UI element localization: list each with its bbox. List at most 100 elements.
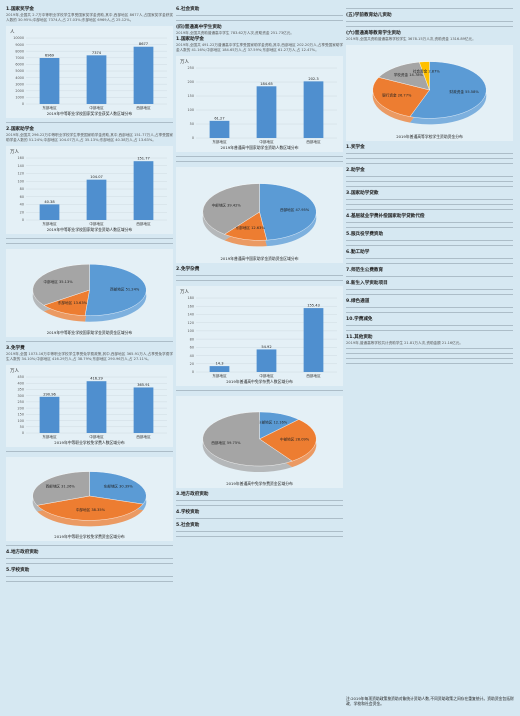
slice-label: 东部地区 30.39%: [104, 483, 134, 488]
chart-title: 2019年中等职业学校国家助学金资助资金区域分布: [47, 330, 133, 335]
section-heading: 4.基层就业学费补偿国家助学贷款代偿: [346, 214, 425, 219]
chart-vocational-scholarship: 人 0 1000 2000 3000 4000 5000 6000 7000 8000 9000 10…: [6, 26, 173, 118]
bar: [86, 55, 107, 104]
slice-label: 中部地区 35.13%: [43, 279, 73, 284]
chart-higher-ed-funding-pie: 财政资金 55.58% 银行资金 26.77% 学校资金 14.78% 社会资金 2.…: [346, 45, 513, 141]
y-tick-label: 200: [188, 80, 194, 84]
y-tick-label: 40: [20, 203, 24, 207]
chart-svg: 人 0 1000 2000 3000 4000 5000 6000 7000 8000 9000 10…: [10, 29, 167, 116]
bar: [256, 349, 277, 372]
x-tick-label: 东部地区: [212, 139, 227, 144]
pie-slice: [32, 471, 90, 506]
x-tick-label: 东部地区: [42, 221, 57, 226]
y-tick-label: 100: [188, 329, 194, 333]
chart-title: 2019年中等职业学校免学费人数区域分布: [54, 440, 125, 445]
section-heading: 4.地方政府资助: [6, 550, 39, 555]
pie-slice: [202, 183, 260, 235]
chart-highschool-grant-pie: 西部地区 47.95% 东部地区 12.63% 中部地区 39.42% 2019年普通…: [176, 167, 343, 263]
y-tick-label: 150: [18, 413, 24, 417]
column-3: (五)学前教育幼儿资助 (六)普通高等教育学生资助 2019年,全国共资助普通高…: [346, 6, 513, 367]
x-tick-label: 中部地区: [89, 434, 104, 439]
bar: [256, 86, 277, 138]
x-tick-label: 中部地区: [89, 105, 104, 110]
bar: [86, 179, 107, 220]
pie-slice: [202, 411, 293, 467]
section-heading: 4.学校资助: [176, 510, 200, 515]
section-heading: 8.新生入学资助项目: [346, 281, 388, 286]
y-tick-label: 180: [188, 296, 194, 300]
slice-label: 中部地区 38.35%: [76, 507, 106, 512]
y-tick-label: 160: [188, 304, 194, 308]
bar: [303, 308, 324, 372]
paragraph: 2019年,全国共资助普通高等学校学生 3678.15万人次,资助资金 1316…: [346, 37, 476, 41]
y-tick-label: 50: [190, 122, 194, 126]
bar: [133, 387, 154, 433]
y-tick-label: 10000: [13, 36, 24, 40]
pie-slice: [259, 183, 317, 241]
y-tick-label: 300: [18, 394, 24, 398]
y-tick-label: 5000: [15, 69, 24, 73]
bar-value-label: 7374: [92, 51, 102, 55]
slice-label: 社会资金 2.87%: [413, 68, 441, 73]
x-tick-label: 西部地区: [136, 221, 151, 226]
slice-label: 学校资金 14.78%: [394, 72, 424, 77]
slice-label: 西部地区 47.95%: [280, 207, 310, 212]
chart-svg: 万人 0 50 100 150 200 250 300 350 400 450 290.96 东部地区 4…: [10, 368, 167, 445]
chart-title: 2019年普通高中国家助学金资助人数区域分布: [220, 145, 298, 150]
y-tick-label: 7000: [15, 56, 24, 60]
y-tick-label: 250: [18, 400, 24, 404]
section-heading: 1.国家奖学金: [6, 7, 34, 12]
y-tick-label: 100: [188, 108, 194, 112]
y-tick-label: 0: [22, 102, 24, 106]
bar: [303, 81, 324, 138]
y-tick-label: 0: [192, 136, 194, 140]
chart-svg: 东部地区 30.39% 中部地区 38.35% 西部地区 31.26% 2019年中等…: [32, 471, 147, 539]
y-tick-label: 160: [18, 156, 24, 160]
section-heading: 6.勤工助学: [346, 250, 370, 255]
y-tick-label: 60: [190, 346, 194, 350]
x-tick-label: 东部地区: [42, 105, 57, 110]
slice-label: 中部地区 28.09%: [280, 436, 310, 441]
chart-svg: 财政资金 55.58% 银行资金 26.77% 学校资金 14.78%社会资金 2.…: [372, 61, 487, 139]
chart-title: 2019年普通高中免学杂费人数区域分布: [226, 379, 293, 384]
y-tick-label: 150: [188, 94, 194, 98]
y-tick-label: 450: [18, 375, 24, 379]
y-tick-label: 20: [190, 362, 194, 366]
bar: [86, 381, 107, 433]
slice-label: 东部地区 12.63%: [236, 225, 266, 230]
x-tick-label: 西部地区: [306, 373, 321, 378]
y-tick-label: 1000: [15, 96, 24, 100]
section-heading: 3.地方政府资助: [176, 492, 209, 497]
y-tick-label: 50: [20, 425, 24, 429]
y-tick-label: 100: [18, 179, 24, 183]
paragraph: 2019年,全国 1073.16万中等职业学校学生享受免学费政策,其中,西部地区…: [6, 352, 173, 361]
bar-value-label: 202.3: [308, 77, 318, 81]
paragraph: 2019年,全国共资助普通高中学生 783.62万人次,资助资金 251.73亿…: [176, 31, 294, 35]
y-tick-label: 6000: [15, 63, 24, 67]
y-tick-label: 100: [18, 419, 24, 423]
bar: [39, 58, 60, 104]
section-heading: 2.国家助学金: [6, 127, 34, 132]
footnote: 注:2019年每项资助政策按资助对象统计资助人数,不同资助政策之间存在重复统计。…: [346, 696, 514, 706]
pie-slice: [372, 77, 430, 117]
bar-value-label: 104.07: [90, 175, 103, 179]
y-tick-label: 9000: [15, 43, 24, 47]
bar-value-label: 40.38: [44, 200, 55, 204]
y-tick-label: 400: [18, 381, 24, 385]
section-heading: 9.绿色通道: [346, 299, 370, 304]
y-tick-label: 140: [18, 164, 24, 168]
section-heading: 6.社会资助: [176, 7, 200, 12]
section-heading: (五)学前教育幼儿资助: [346, 13, 392, 18]
section-heading: 3.免学费: [6, 346, 25, 351]
x-tick-label: 西部地区: [136, 434, 151, 439]
chart-title: 2019年普通高中免学杂费资金区域分布: [226, 481, 293, 486]
section-heading: 1.国家助学金: [176, 37, 204, 42]
chart-highschool-fee-free: 万人 0 20 40 60 80 100 120 140 160 180 14.3 东部地区 54.92 中…: [176, 286, 343, 386]
bar-value-label: 184.65: [260, 82, 273, 86]
chart-vocational-grant-pie: 西部地区 51.24% 东部地区 13.63% 中部地区 35.13% 2019年中等…: [6, 249, 173, 337]
y-tick-label: 40: [190, 354, 194, 358]
chart-highschool-grant: 万人 0 50 100 150 200 250 61.27 东部地区 184.65 中部地区 202.…: [176, 56, 343, 152]
pie-slice: [259, 419, 317, 462]
y-tick-label: 120: [188, 321, 194, 325]
pie-slice: [32, 264, 90, 306]
